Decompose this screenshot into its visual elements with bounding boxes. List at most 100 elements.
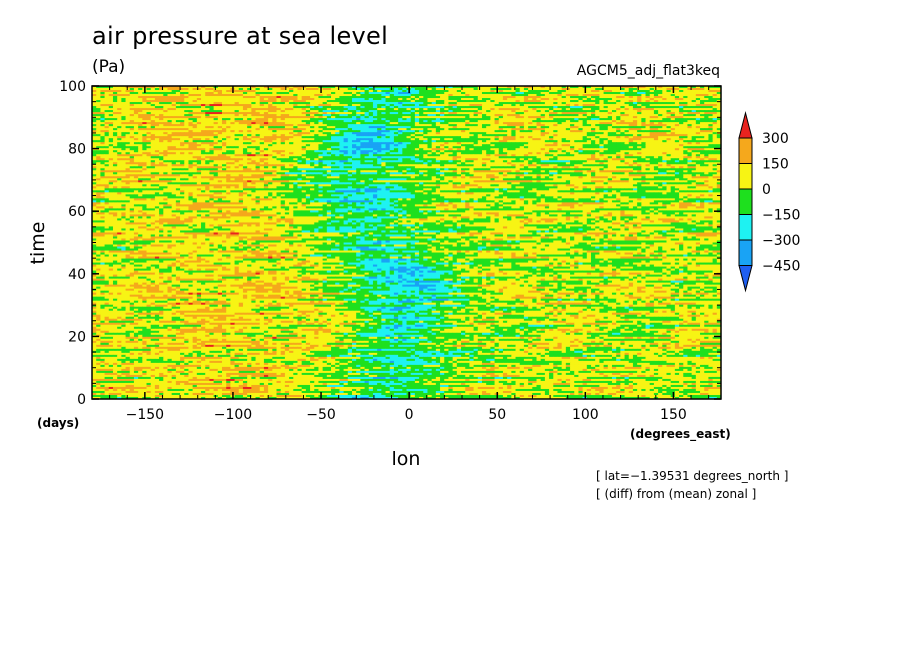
heatmap-cell	[92, 138, 97, 141]
heatmap-cell	[180, 130, 185, 133]
heatmap-cell	[314, 114, 319, 117]
heatmap-cell	[620, 122, 625, 125]
heatmap-cell	[653, 132, 659, 135]
heatmap-cell	[591, 108, 596, 111]
heatmap-cell	[557, 114, 563, 117]
heatmap-cell	[100, 118, 105, 121]
heatmap-cell	[695, 94, 701, 97]
heatmap-cell	[159, 114, 164, 117]
heatmap-cell	[586, 102, 592, 105]
heatmap-cell	[481, 130, 487, 133]
heatmap-cell	[423, 102, 428, 105]
heatmap-cell	[662, 106, 667, 109]
heatmap-cell	[586, 130, 592, 133]
heatmap-cell	[435, 114, 441, 117]
heatmap-cell	[221, 90, 227, 93]
heatmap-cell	[301, 116, 307, 119]
heatmap-cell	[502, 126, 508, 129]
heatmap-cell	[154, 116, 160, 119]
heatmap-cell	[507, 98, 512, 101]
heatmap-cell	[351, 122, 357, 125]
heatmap-cell	[326, 102, 332, 105]
heatmap-cell	[637, 100, 642, 103]
heatmap-cell	[398, 118, 403, 121]
heatmap-cell	[712, 102, 718, 105]
heatmap-cell	[536, 92, 542, 95]
heatmap-cell	[427, 118, 433, 121]
heatmap-cell	[326, 96, 332, 99]
heatmap-cell	[347, 140, 353, 143]
heatmap-cell	[310, 96, 315, 99]
heatmap-cell	[687, 102, 693, 105]
heatmap-cell	[360, 104, 365, 107]
heatmap-cell	[469, 134, 474, 137]
heatmap-cell	[649, 112, 655, 115]
heatmap-cell	[716, 138, 722, 141]
heatmap-cell	[335, 108, 340, 111]
heatmap-cell	[477, 104, 483, 107]
heatmap-cell	[301, 88, 307, 91]
heatmap-cell	[272, 96, 277, 99]
heatmap-cell	[716, 114, 722, 117]
heatmap-cell	[498, 134, 504, 137]
heatmap-cell	[347, 94, 353, 97]
heatmap-cell	[532, 114, 537, 117]
heatmap-cell	[402, 110, 407, 113]
heatmap-cell	[515, 100, 521, 103]
heatmap-cell	[549, 108, 554, 111]
heatmap-cell	[641, 92, 646, 95]
heatmap-cell	[486, 118, 491, 121]
heatmap-cell	[142, 102, 147, 105]
heatmap-cell	[335, 124, 340, 127]
heatmap-cell	[708, 88, 714, 91]
heatmap-cell	[444, 106, 449, 109]
heatmap-cell	[679, 108, 684, 111]
heatmap-cell	[117, 130, 122, 133]
heatmap-cell	[171, 122, 177, 125]
heatmap-cell	[205, 138, 210, 141]
heatmap-cell	[192, 128, 198, 131]
heatmap-cell	[372, 132, 378, 135]
heatmap-cell	[481, 92, 487, 95]
heatmap-cell	[402, 132, 407, 135]
heatmap-cell	[574, 138, 579, 141]
heatmap-cell	[536, 110, 542, 113]
heatmap-cell	[599, 116, 604, 119]
heatmap-cell	[381, 134, 386, 137]
heatmap-cell	[486, 114, 491, 117]
heatmap-cell	[507, 110, 512, 113]
heatmap-cell	[704, 110, 709, 113]
heatmap-cell	[146, 110, 152, 113]
heatmap-cell	[335, 100, 340, 103]
heatmap-cell	[486, 102, 491, 105]
heatmap-cell	[687, 114, 693, 117]
heatmap-cell	[339, 112, 344, 115]
heatmap-cell	[607, 130, 613, 133]
heatmap-cell	[599, 122, 604, 125]
heatmap-cell	[150, 100, 156, 103]
heatmap-cell	[171, 138, 177, 141]
heatmap-cell	[410, 94, 416, 97]
heatmap-cell	[502, 88, 508, 91]
heatmap-cell	[393, 90, 399, 93]
heatmap-cell	[477, 96, 483, 99]
heatmap-cell	[502, 112, 508, 115]
heatmap-cell	[645, 138, 651, 141]
heatmap-cell	[268, 112, 273, 115]
heatmap-cell	[175, 92, 181, 95]
heatmap-cell	[574, 136, 579, 139]
heatmap-cell	[339, 134, 344, 137]
heatmap-cell	[507, 138, 512, 141]
heatmap-cell	[255, 98, 261, 101]
heatmap-cell	[494, 108, 500, 111]
heatmap-cell	[360, 124, 365, 127]
heatmap-cell	[247, 106, 252, 109]
heatmap-cell	[653, 122, 659, 125]
heatmap-cell	[335, 112, 340, 115]
heatmap-cell	[310, 100, 315, 103]
heatmap-cell	[242, 122, 248, 125]
heatmap-cell	[368, 122, 374, 125]
heatmap-cell	[410, 98, 416, 101]
heatmap-cell	[523, 122, 529, 125]
heatmap-cell	[670, 98, 676, 101]
